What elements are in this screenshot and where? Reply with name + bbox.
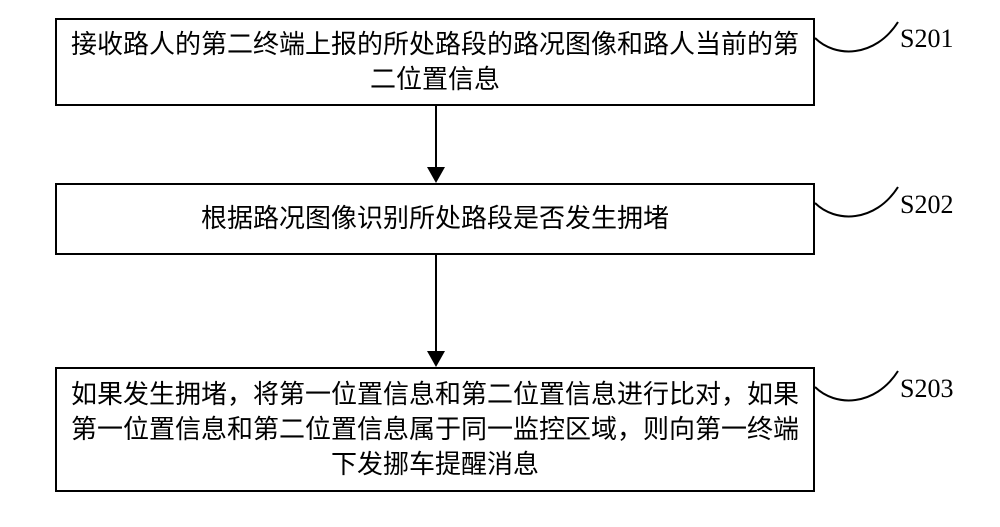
brace-connector <box>815 183 900 223</box>
step-label: S203 <box>900 374 953 404</box>
step-box: 如果发生拥堵，将第一位置信息和第二位置信息进行比对，如果第一位置信息和第二位置信… <box>55 367 815 492</box>
brace-connector <box>815 367 900 407</box>
arrow-head-icon <box>427 167 445 183</box>
step-label-text: S202 <box>900 190 953 219</box>
step-label: S202 <box>900 190 953 220</box>
flowchart-canvas: 接收路人的第二终端上报的所处路段的路况图像和路人当前的第二位置信息 S201 根… <box>0 0 1000 527</box>
arrow-head-icon <box>427 351 445 367</box>
arrow-shaft <box>435 255 437 351</box>
brace-connector <box>815 18 900 58</box>
step-label: S201 <box>900 24 953 54</box>
step-box: 根据路况图像识别所处路段是否发生拥堵 <box>55 183 815 255</box>
step-text: 根据路况图像识别所处路段是否发生拥堵 <box>201 201 669 236</box>
step-text: 接收路人的第二终端上报的所处路段的路况图像和路人当前的第二位置信息 <box>69 27 801 97</box>
step-text: 如果发生拥堵，将第一位置信息和第二位置信息进行比对，如果第一位置信息和第二位置信… <box>69 377 801 482</box>
step-label-text: S201 <box>900 24 953 53</box>
step-label-text: S203 <box>900 374 953 403</box>
arrow-shaft <box>435 106 437 167</box>
step-box: 接收路人的第二终端上报的所处路段的路况图像和路人当前的第二位置信息 <box>55 18 815 106</box>
